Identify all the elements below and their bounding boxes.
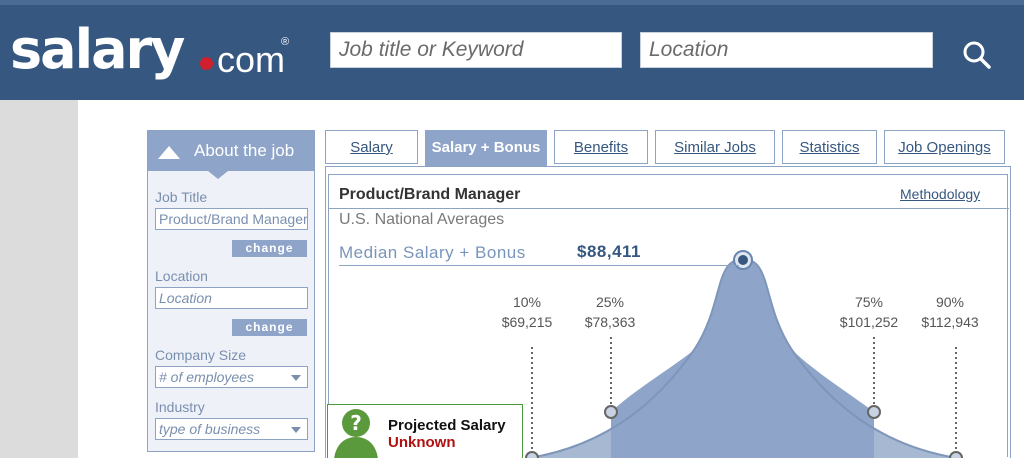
site-header: salary com ® Job title or Keyword Locati… — [0, 0, 1024, 100]
location-label: Location — [155, 268, 208, 284]
p75-label: 75% $101,252 — [824, 292, 914, 332]
company-size-value: # of employees — [159, 369, 254, 385]
chevron-down-icon — [291, 427, 301, 433]
svg-text:?: ? — [350, 411, 362, 435]
job-title-label: Job Title — [155, 189, 208, 205]
question-person-icon: ? — [334, 409, 378, 458]
change-job-title-button[interactable]: change — [232, 240, 307, 257]
p75-percent: 75% — [854, 294, 884, 310]
salary-inner-frame: Product/Brand Manager Methodology U.S. N… — [328, 174, 1009, 458]
sidebar-title: About the job — [194, 141, 295, 160]
tab-job-openings[interactable]: Job Openings — [884, 130, 1005, 164]
region-subtitle: U.S. National Averages — [339, 211, 505, 228]
industry-select[interactable]: type of business — [155, 418, 308, 440]
p90-percent: 90% — [935, 294, 965, 310]
tab-salary[interactable]: Salary — [325, 130, 418, 164]
p10-marker[interactable] — [525, 451, 539, 458]
tab-salary-bonus[interactable]: Salary + Bonus — [425, 130, 547, 166]
collapse-triangle-icon — [158, 146, 180, 159]
median-salary-label: Median Salary + Bonus — [339, 243, 526, 262]
median-underline — [339, 265, 739, 266]
projected-salary-box[interactable]: ? Projected Salary Unknown — [327, 404, 523, 458]
bell-curve-middle-band — [611, 259, 874, 458]
p25-marker[interactable] — [604, 405, 618, 419]
job-title-search-input[interactable]: Job title or Keyword — [330, 32, 622, 68]
p10-value: $69,215 — [501, 314, 553, 330]
title-divider — [329, 208, 1009, 209]
sidebar-header-notch — [208, 171, 228, 179]
change-location-button[interactable]: change — [232, 319, 307, 336]
header-top-line — [0, 0, 1024, 5]
tab-similar-jobs[interactable]: Similar Jobs — [655, 130, 775, 164]
p75-marker[interactable] — [867, 405, 881, 419]
p75-value: $101,252 — [839, 314, 899, 330]
salary-distribution-chart — [525, 250, 1009, 458]
location-field[interactable]: Location — [155, 287, 308, 309]
about-the-job-sidebar: About the job Job Title Product/Brand Ma… — [147, 130, 315, 452]
p90-marker[interactable] — [949, 451, 963, 458]
p25-value: $78,363 — [584, 314, 636, 330]
projected-salary-status: Unknown — [388, 434, 456, 451]
logo-main-text: salary — [10, 18, 185, 81]
median-salary-value: $88,411 — [577, 242, 642, 261]
company-size-label: Company Size — [155, 347, 247, 363]
job-title-heading: Product/Brand Manager — [339, 186, 521, 203]
logo-tld-text: com — [217, 39, 286, 80]
p90-value: $112,943 — [921, 314, 979, 330]
company-size-select[interactable]: # of employees — [155, 366, 308, 388]
job-title-field[interactable]: Product/Brand Manager — [155, 208, 308, 230]
left-gutter — [0, 100, 78, 458]
location-search-input[interactable]: Location — [640, 32, 933, 68]
logo-registered-mark: ® — [281, 36, 290, 48]
sidebar-header[interactable]: About the job — [148, 131, 314, 171]
tab-benefits[interactable]: Benefits — [554, 130, 648, 164]
p10-percent: 10% — [512, 294, 542, 310]
p10-label: 10% $69,215 — [482, 292, 572, 332]
industry-value: type of business — [159, 421, 261, 437]
search-icon[interactable] — [960, 38, 994, 72]
p25-percent: 25% — [595, 294, 625, 310]
industry-label: Industry — [155, 399, 205, 415]
chevron-down-icon — [291, 375, 301, 381]
p25-label: 25% $78,363 — [565, 292, 655, 332]
tab-statistics[interactable]: Statistics — [782, 130, 877, 164]
median-marker-center — [738, 255, 748, 265]
methodology-link[interactable]: Methodology — [900, 186, 981, 202]
p90-label: 90% $112,943 — [905, 292, 995, 332]
projected-salary-title: Projected Salary — [388, 417, 506, 434]
logo-red-dot — [200, 57, 213, 70]
